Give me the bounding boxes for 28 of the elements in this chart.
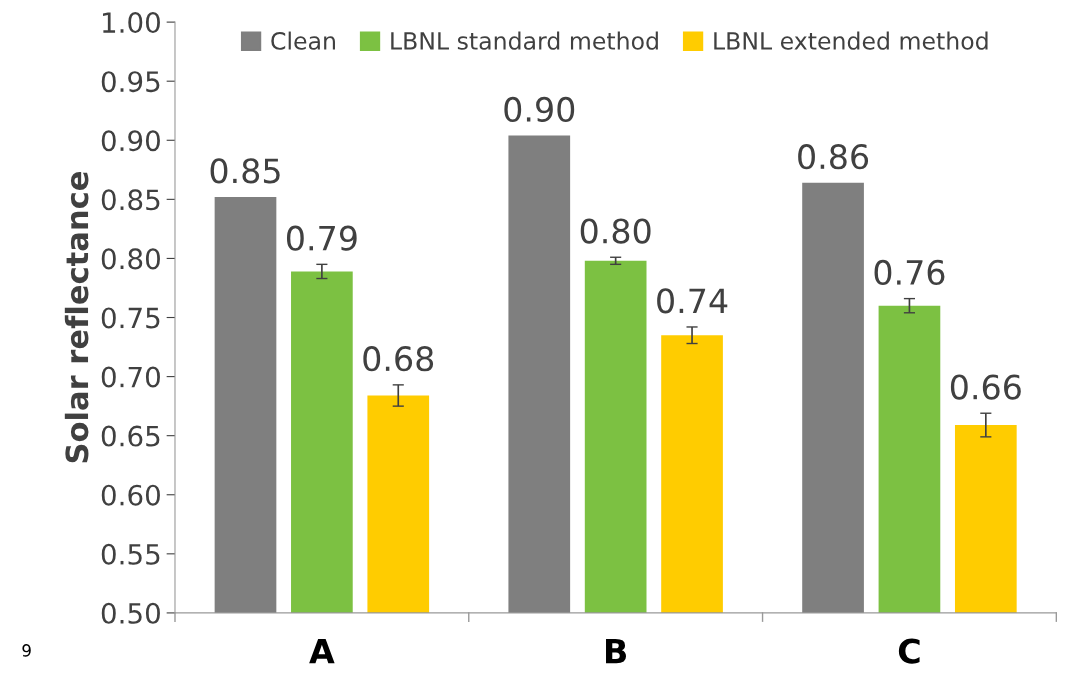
y-tick-label: 0.75 [101, 307, 160, 329]
data-label: 0.80 [580, 218, 651, 244]
text: 9 [22, 644, 31, 657]
y-tick-label: 0.80 [101, 248, 160, 270]
data-label: 0.85 [210, 158, 280, 184]
x-tick-label: A [309, 638, 335, 664]
x-tick-label: C [898, 638, 920, 664]
data-label: 0.66 [950, 374, 1021, 400]
data-label: 0.90 [504, 96, 575, 122]
data-label: 0.76 [874, 259, 945, 286]
data-label: 0.79 [286, 225, 357, 251]
y-tick-label: 0.85 [101, 189, 160, 211]
y-axis-title: Solar reflectance [64, 171, 89, 463]
y-tick-label: 0.50 [101, 602, 160, 624]
data-label: 0.74 [657, 288, 728, 314]
y-tick-label: 1.00 [103, 12, 160, 34]
data-label: 0.86 [798, 144, 869, 170]
y-tick-label: 0.95 [101, 71, 160, 93]
y-tick-label: 0.55 [101, 543, 160, 565]
x-tick-label: B [606, 638, 627, 664]
data-label: 0.68 [363, 346, 434, 372]
legend-label: LBNL extended method [714, 31, 988, 50]
y-tick-label: 0.90 [101, 130, 160, 152]
legend-label: Clean [271, 31, 335, 50]
y-tick-label: 0.70 [101, 366, 160, 388]
y-tick-label: 0.60 [101, 484, 160, 506]
legend-label: LBNL standard method [391, 31, 658, 50]
y-tick-label: 0.65 [101, 425, 160, 447]
